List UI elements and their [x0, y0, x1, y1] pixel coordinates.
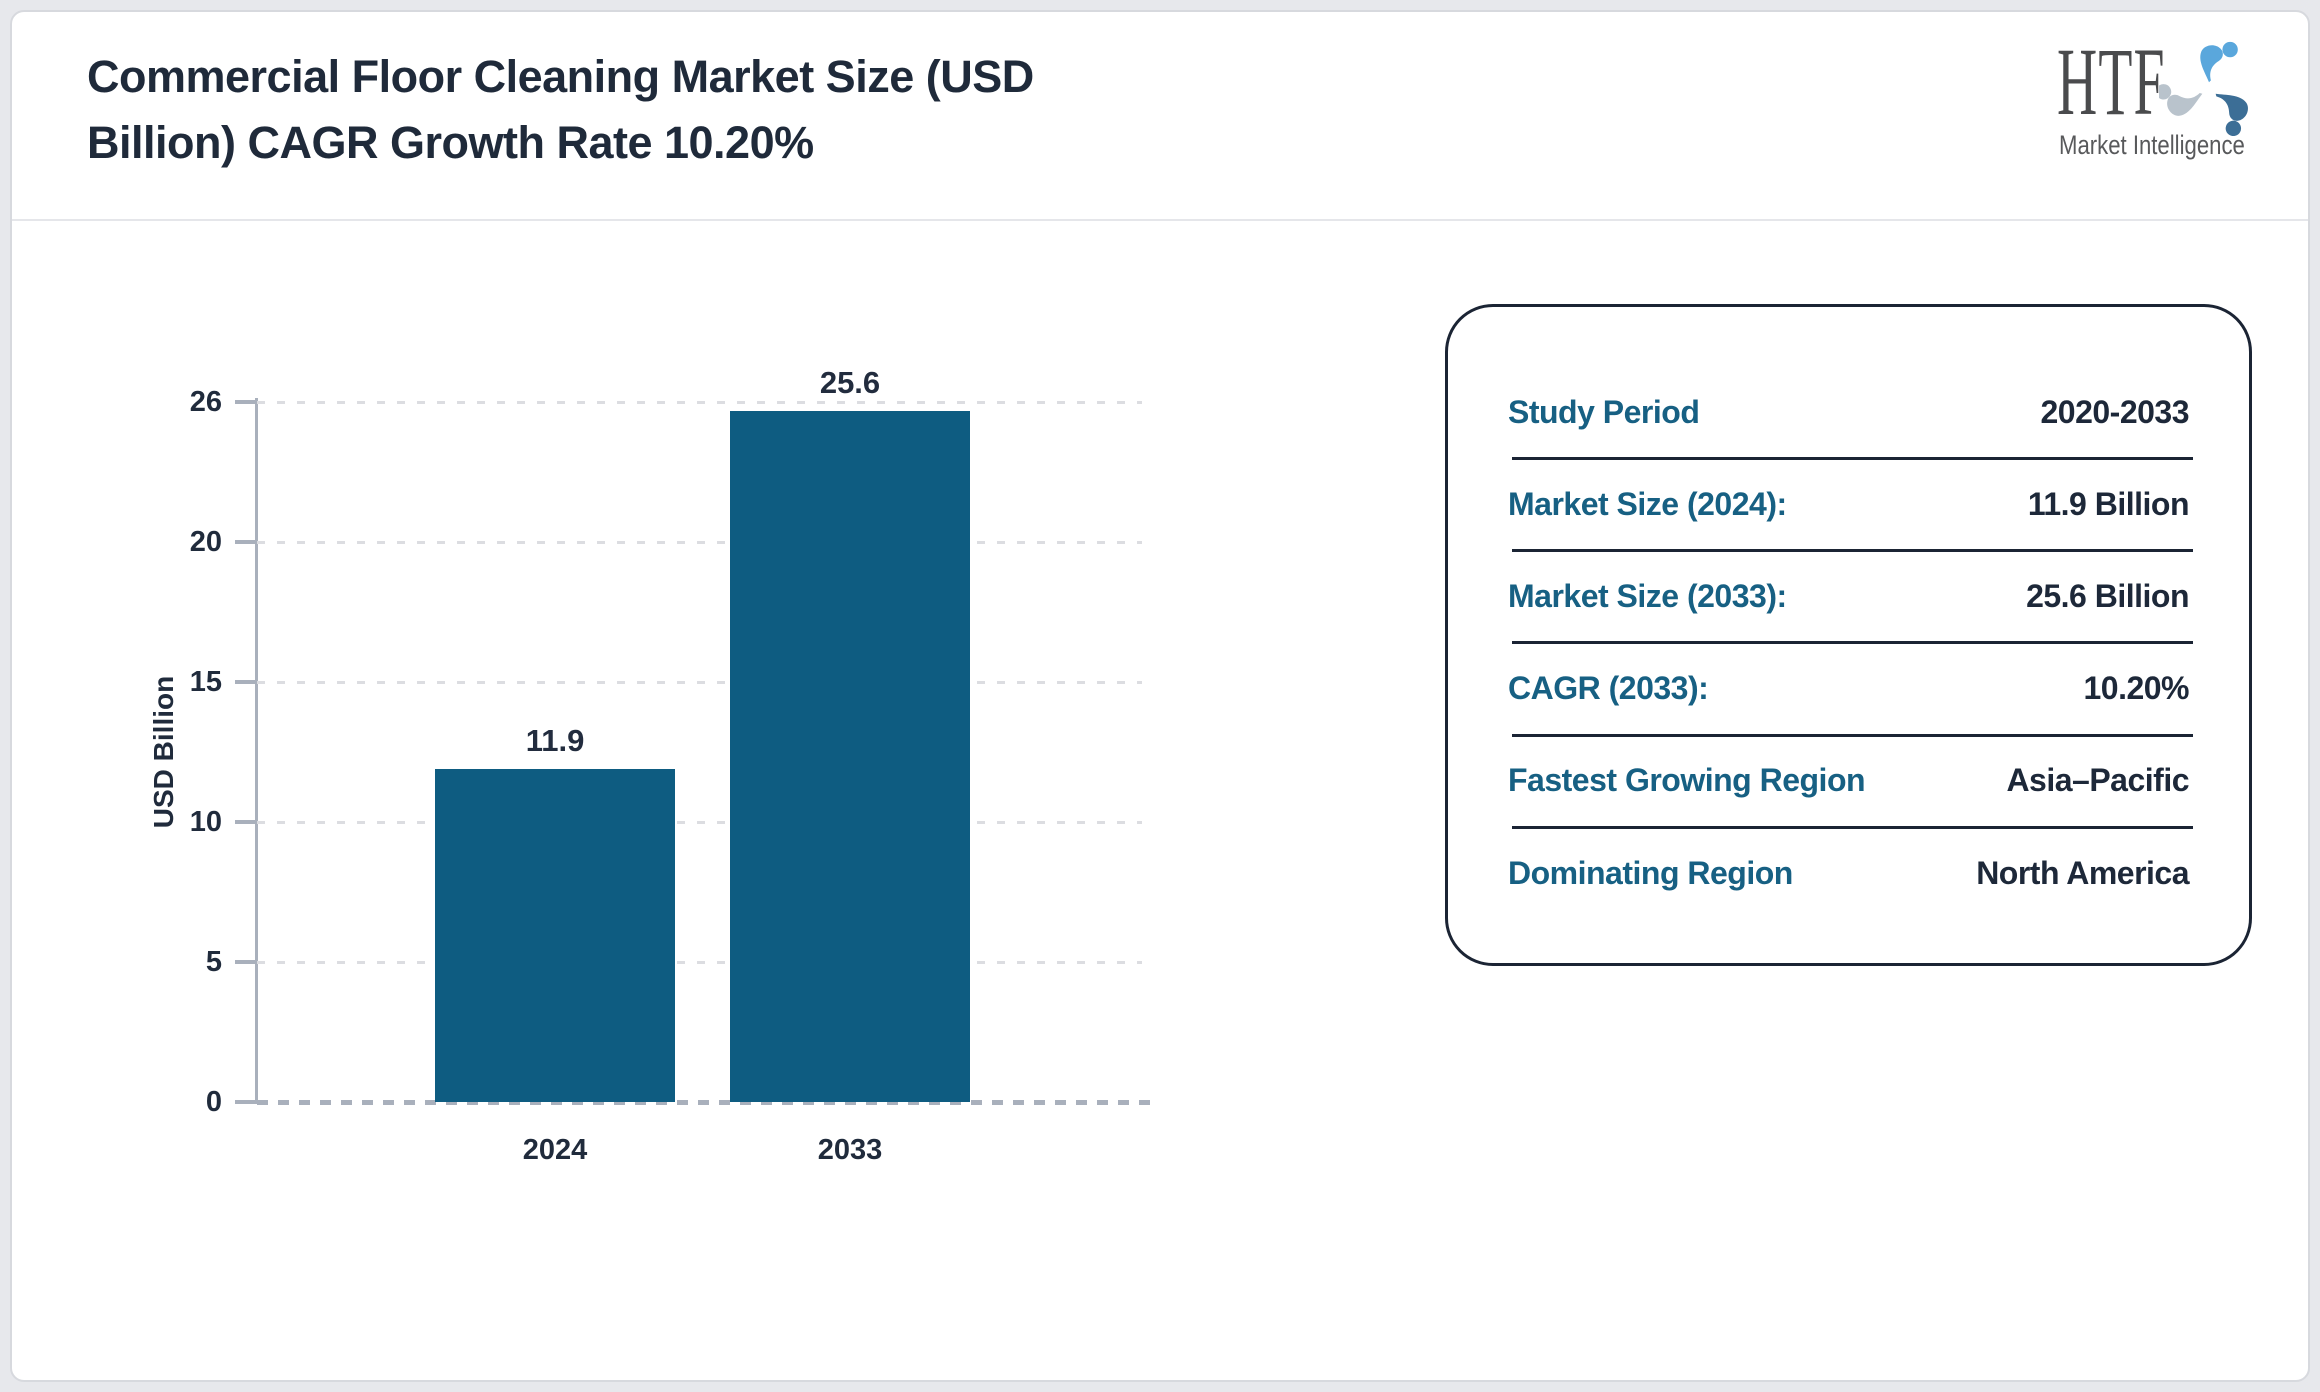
x-axis-baseline: [257, 1100, 1160, 1105]
y-tick-mark: [235, 960, 255, 964]
y-tick-mark: [235, 400, 255, 404]
panel-row-label: Dominating Region: [1508, 854, 1793, 891]
y-tick-label: 15: [189, 666, 222, 698]
panel-row-label: Market Size (2033):: [1508, 577, 1787, 614]
panel-row-value: Asia–Pacific: [2006, 762, 2189, 799]
x-category-label: 2033: [817, 1134, 883, 1166]
panel-row-value: 2020-2033: [2040, 393, 2189, 430]
panel-row: Market Size (2033): 25.6 Billion: [1508, 564, 2189, 628]
htf-logo: HTF Market Intelligence: [2057, 34, 2287, 164]
bar-2024: [435, 768, 675, 1102]
y-axis-title: USD Billion: [148, 675, 179, 829]
panel-row-value: 10.20%: [2083, 670, 2189, 707]
panel-row-label: Fastest Growing Region: [1508, 762, 1866, 799]
panel-row-label: Study Period: [1508, 393, 1700, 430]
panel-divider: [1512, 641, 2193, 645]
page-title-line1: Commercial Floor Cleaning Market Size (U…: [87, 51, 1034, 102]
panel-divider: [1512, 825, 2193, 829]
y-tick-label: 20: [189, 526, 222, 558]
y-tick-mark: [235, 1100, 255, 1104]
bar-chart: USD Billion 0 5 10 15 20 26 11.9 2024 25.6 2033: [12, 12, 1262, 1212]
gridline: [257, 401, 1142, 404]
gridline: [257, 961, 1142, 964]
panel-row-label: CAGR (2033):: [1508, 670, 1709, 707]
panel-row-label: Market Size (2024):: [1508, 485, 1787, 522]
y-tick-mark: [235, 680, 255, 684]
htf-logo-text: HTF: [2057, 28, 2166, 135]
key-facts-panel: Study Period 2020-2033 Market Size (2024):…: [1445, 304, 2252, 966]
gridline: [257, 821, 1142, 824]
panel-divider: [1512, 733, 2193, 737]
bar-value-label: 11.9: [525, 722, 585, 758]
htf-logo-subtitle: Market Intelligence: [2059, 130, 2245, 160]
panel-divider: [1512, 549, 2193, 553]
report-card: Commercial Floor Cleaning Market Size (U…: [10, 10, 2310, 1382]
panel-row: Dominating Region North America: [1508, 841, 2189, 905]
y-tick-label: 0: [205, 1086, 222, 1118]
y-axis-line: [255, 398, 258, 1104]
panel-row: Fastest Growing Region Asia–Pacific: [1508, 749, 2189, 813]
gridline: [257, 541, 1142, 544]
gridline: [257, 681, 1142, 684]
htf-logo-row: HTF: [2057, 28, 2287, 136]
y-tick-label: 10: [189, 806, 222, 838]
y-tick-label: 26: [189, 386, 222, 418]
panel-row: Study Period 2020-2033: [1508, 380, 2189, 444]
y-tick-mark: [235, 820, 255, 824]
bar-value-label: 25.6: [819, 365, 881, 401]
y-tick-label: 5: [205, 946, 222, 978]
bar-2033: [730, 411, 970, 1102]
x-category-label: 2024: [522, 1134, 588, 1166]
panel-row: CAGR (2033): 10.20%: [1508, 657, 2189, 721]
page-title: Commercial Floor Cleaning Market Size (U…: [87, 44, 1034, 176]
panel-divider: [1512, 457, 2193, 460]
y-tick-mark: [235, 540, 255, 544]
panel-row-value: 11.9 Billion: [2027, 485, 2190, 522]
panel-row: Market Size (2024): 11.9 Billion: [1508, 472, 2190, 536]
htf-swirl-icon: [2159, 41, 2255, 136]
panel-row-value: 25.6 Billion: [2026, 577, 2189, 614]
page-title-line2: Billion) CAGR Growth Rate 10.20%: [87, 117, 814, 168]
panel-row-value: North America: [1976, 854, 2189, 891]
header-divider: [12, 219, 2308, 221]
